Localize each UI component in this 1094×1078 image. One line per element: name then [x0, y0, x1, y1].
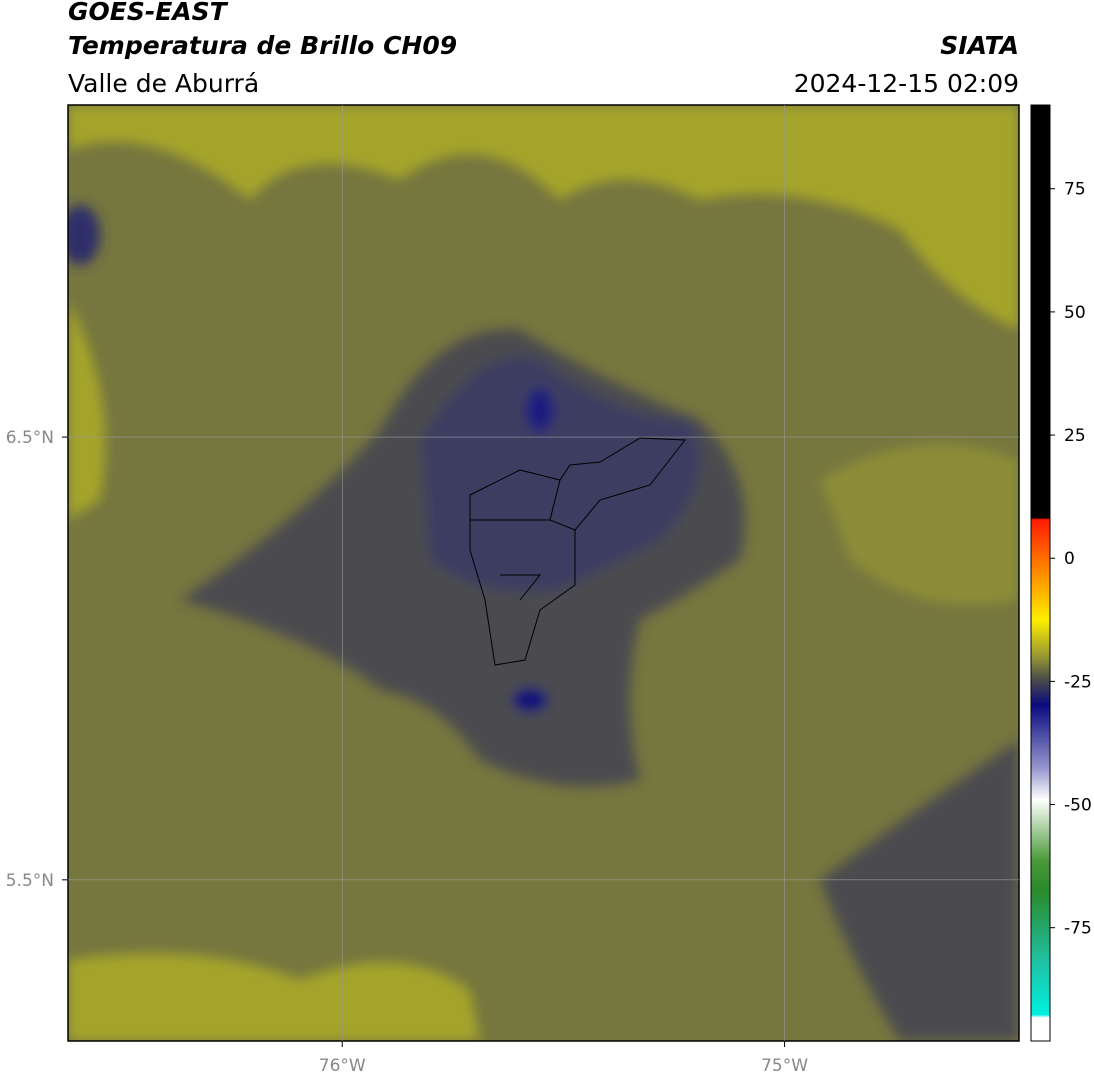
colorbar-tick-label: 25 — [1064, 426, 1086, 446]
map-image — [68, 105, 1019, 1041]
colorbar — [1030, 104, 1051, 1042]
source: SIATA — [940, 31, 1019, 60]
colorbar-tick-label: -25 — [1064, 672, 1092, 692]
x-tick-label: 76°W — [319, 1056, 366, 1076]
colorbar-tick-label: 50 — [1064, 303, 1086, 323]
map-frame — [67, 104, 1020, 1042]
colorbar-tick-label: -50 — [1064, 796, 1092, 816]
x-tick-label: 75°W — [761, 1056, 808, 1076]
y-tick-label: 6.5°N — [6, 428, 54, 448]
colorbar-tick-label: 75 — [1064, 180, 1086, 200]
colorbar-tick-label: -75 — [1064, 919, 1092, 939]
date: 2024-12-15 02:09 — [794, 69, 1019, 98]
subtitle: Temperatura de Brillo CH09 — [68, 31, 457, 60]
colorbar-tick-label: 0 — [1064, 549, 1075, 569]
y-tick-label: 5.5°N — [6, 871, 54, 891]
title: GOES-EAST — [68, 0, 229, 26]
region: Valle de Aburrá — [68, 69, 259, 98]
